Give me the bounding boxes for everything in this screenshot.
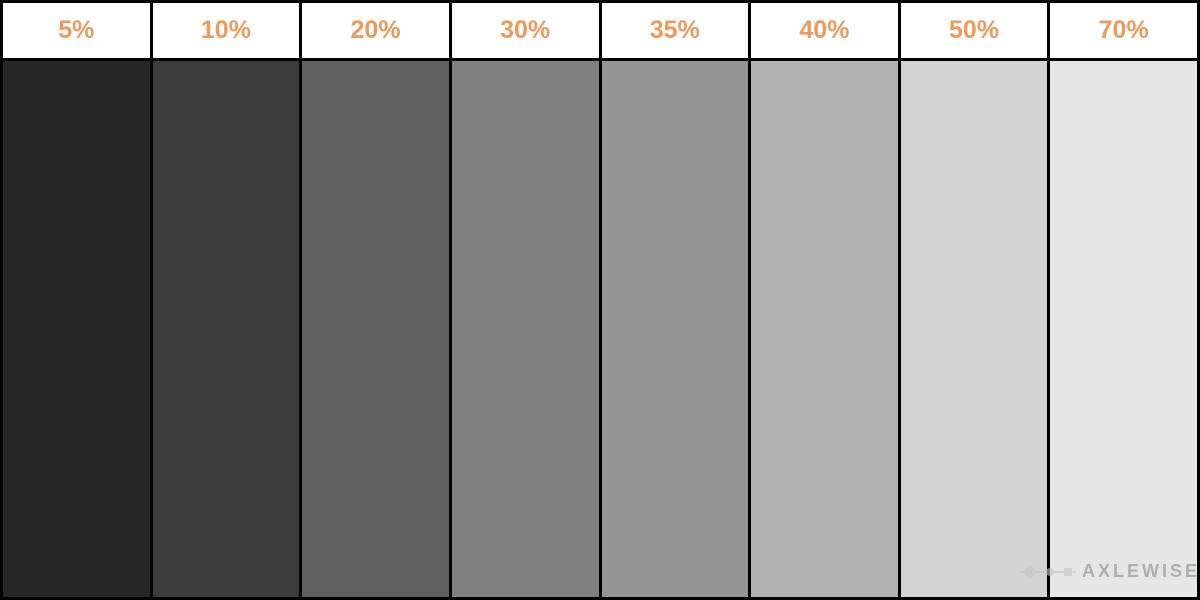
tint-swatch (302, 61, 449, 597)
tint-column: 20% (302, 3, 452, 597)
tint-label: 30% (452, 3, 599, 61)
tint-label: 50% (901, 3, 1048, 61)
tint-label: 5% (3, 3, 150, 61)
tint-column: 70% (1050, 3, 1197, 597)
tint-label: 35% (602, 3, 749, 61)
tint-swatch (153, 61, 300, 597)
tint-label: 20% (302, 3, 449, 61)
tint-swatch (751, 61, 898, 597)
tint-column: 30% (452, 3, 602, 597)
tint-swatch (901, 61, 1048, 597)
tint-label: 10% (153, 3, 300, 61)
tint-column: 10% (153, 3, 303, 597)
tint-label: 70% (1050, 3, 1197, 61)
tint-swatch (3, 61, 150, 597)
tint-swatch (1050, 61, 1197, 597)
tint-column: 5% (3, 3, 153, 597)
tint-column: 50% (901, 3, 1051, 597)
tint-column: 35% (602, 3, 752, 597)
tint-swatch (602, 61, 749, 597)
tint-label: 40% (751, 3, 898, 61)
tint-swatch-chart: 5%10%20%30%35%40%50%70% (0, 0, 1200, 600)
tint-column: 40% (751, 3, 901, 597)
tint-swatch (452, 61, 599, 597)
